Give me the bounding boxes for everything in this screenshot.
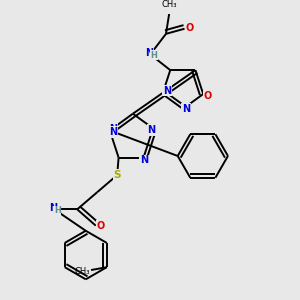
Text: N: N xyxy=(49,203,57,213)
Text: N: N xyxy=(109,127,117,137)
Text: O: O xyxy=(203,91,211,101)
Text: H: H xyxy=(150,51,157,60)
Text: N: N xyxy=(145,48,153,58)
Text: N: N xyxy=(140,155,148,166)
Text: CH₃: CH₃ xyxy=(74,267,90,276)
Text: CH₃: CH₃ xyxy=(162,0,177,9)
Text: N: N xyxy=(182,104,190,114)
Text: N: N xyxy=(109,124,117,134)
Text: N: N xyxy=(163,85,171,96)
Text: O: O xyxy=(97,220,105,231)
Text: O: O xyxy=(185,23,194,33)
Text: H: H xyxy=(54,206,61,215)
Text: N: N xyxy=(148,125,156,135)
Text: S: S xyxy=(113,170,121,180)
